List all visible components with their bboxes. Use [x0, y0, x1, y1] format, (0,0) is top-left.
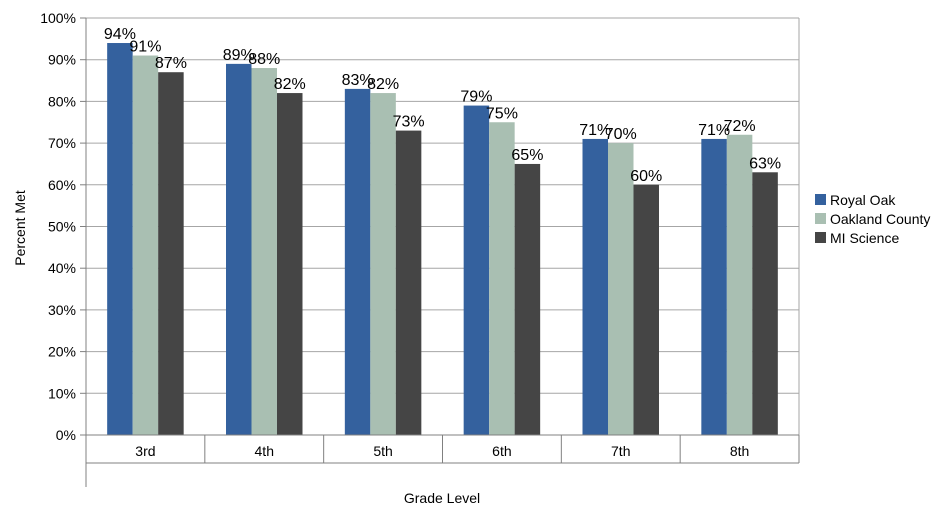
- bar: [370, 93, 396, 435]
- data-label: 75%: [486, 105, 518, 122]
- x-tick-label: 7th: [611, 443, 630, 459]
- bar: [726, 134, 753, 435]
- x-axis: 3rd 4th 5th 6th 7th 8th: [85, 434, 800, 464]
- bar: [226, 63, 252, 436]
- y-tick-label: 100%: [40, 10, 76, 26]
- bar: [489, 122, 515, 435]
- legend: Royal Oak Oakland County MI Science: [815, 192, 930, 246]
- y-tick-label: 10%: [48, 385, 76, 401]
- y-tick-label: 30%: [48, 302, 76, 318]
- bar: [701, 138, 727, 435]
- legend-label: Oakland County: [830, 211, 930, 227]
- data-label: 60%: [630, 168, 662, 185]
- y-axis-ticks: 0% 10% 20% 30% 40% 50% 60% 70% 80% 90% 100%: [40, 10, 86, 443]
- bar: [107, 43, 133, 436]
- y-tick-label: 0%: [56, 427, 76, 443]
- y-tick-label: 90%: [48, 52, 76, 68]
- x-axis-title: Grade Level: [404, 490, 480, 506]
- y-tick-label: 50%: [48, 219, 76, 235]
- data-label: 79%: [460, 89, 492, 106]
- legend-swatch: [815, 194, 826, 205]
- x-tick-label: 5th: [373, 443, 392, 459]
- data-label: 82%: [367, 76, 399, 93]
- data-label: 91%: [129, 39, 161, 56]
- legend-swatch: [815, 213, 826, 224]
- y-tick-label: 80%: [48, 93, 76, 109]
- bars: [107, 43, 778, 436]
- bar: [633, 184, 659, 435]
- y-tick-label: 70%: [48, 135, 76, 151]
- y-tick-label: 20%: [48, 344, 76, 360]
- y-axis-title: Percent Met: [12, 190, 28, 266]
- data-label: 65%: [511, 147, 543, 164]
- data-label: 71%: [698, 122, 730, 139]
- legend-label: Royal Oak: [830, 192, 896, 208]
- data-label: 82%: [274, 76, 306, 93]
- data-label: 94%: [104, 26, 136, 43]
- bar: [251, 68, 277, 435]
- data-label: 89%: [223, 47, 255, 64]
- bar: [277, 93, 303, 435]
- bar: [582, 138, 608, 435]
- y-tick-label: 60%: [48, 177, 76, 193]
- bar: [514, 163, 541, 435]
- y-tick-label: 40%: [48, 260, 76, 276]
- data-label: 71%: [579, 122, 611, 139]
- bar: [752, 172, 778, 436]
- data-label: 70%: [605, 126, 637, 143]
- bar: [463, 105, 490, 435]
- gridlines: [85, 17, 800, 487]
- data-label: 83%: [342, 72, 374, 89]
- data-label: 63%: [749, 155, 781, 172]
- x-tick-label: 8th: [730, 443, 749, 459]
- bar: [395, 130, 422, 435]
- legend-swatch: [815, 232, 826, 243]
- bar: [344, 88, 371, 435]
- data-label: 73%: [393, 114, 425, 131]
- bar: [132, 55, 159, 435]
- data-label: 72%: [724, 118, 756, 135]
- data-label: 88%: [248, 51, 280, 68]
- x-tick-label: 3rd: [135, 443, 155, 459]
- x-tick-label: 4th: [255, 443, 274, 459]
- data-label: 87%: [155, 55, 187, 72]
- data-labels: 94% 89% 83% 79% 71% 71% 91% 88% 82% 75% 70% 72% 87% 8…: [104, 26, 781, 185]
- legend-label: MI Science: [830, 230, 899, 246]
- x-tick-label: 6th: [492, 443, 511, 459]
- bar: [158, 72, 184, 436]
- bar: [608, 143, 634, 435]
